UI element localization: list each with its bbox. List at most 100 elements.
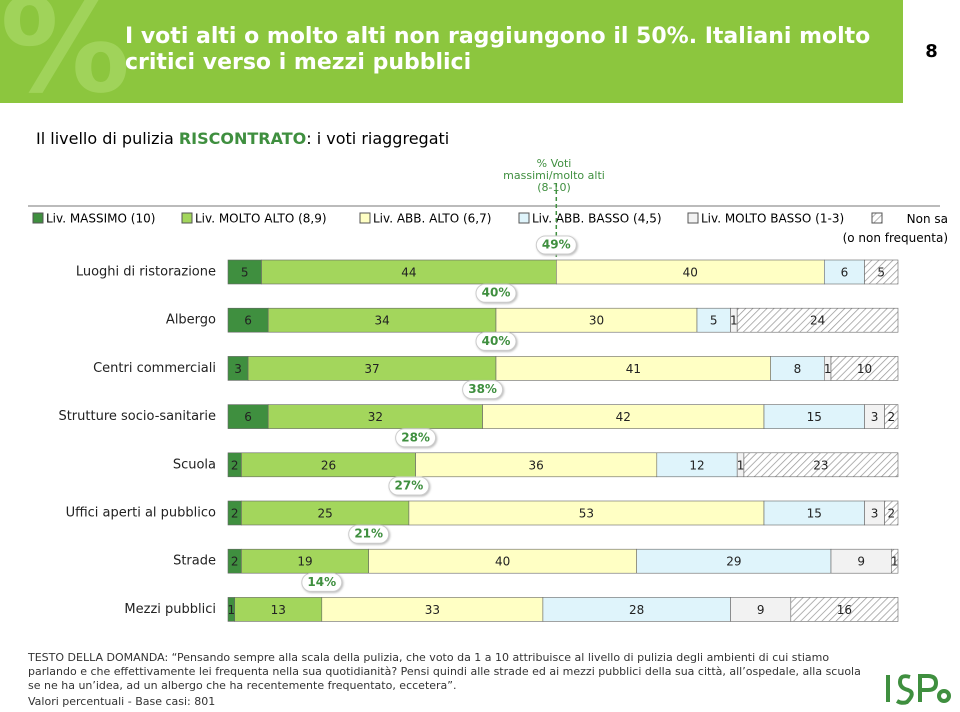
segment-label: 6	[841, 266, 849, 280]
subtitle-emphasis: RISCONTRATO	[178, 129, 307, 148]
bar-segment	[482, 404, 765, 429]
legend-label: Liv. MOLTO BASSO (1-3)	[701, 212, 844, 226]
bar-segment	[884, 500, 899, 526]
legend-label: Liv. MOLTO ALTO (8,9)	[195, 212, 327, 226]
segment-label: 44	[401, 266, 416, 280]
callout-bubble	[535, 235, 577, 255]
callout-label: 27%	[395, 479, 424, 493]
category-label: Mezzi pubblici	[124, 602, 216, 617]
bar-segment	[267, 307, 497, 333]
segment-label: 1	[737, 458, 745, 472]
callout-header-line: massimi/molto alti	[503, 169, 605, 182]
segment-label: 26	[321, 458, 336, 472]
segment-label: 5	[710, 314, 718, 328]
title: I voti alti o molto alti non raggiungono…	[125, 24, 871, 75]
segment-label: 42	[616, 410, 631, 424]
segment-label: 12	[689, 458, 704, 472]
legend-swatch	[518, 212, 530, 224]
category-label: Scuola	[173, 457, 216, 472]
category-label: Luoghi di ristorazione	[76, 265, 216, 280]
legend-swatch	[687, 212, 699, 224]
segment-label: 6	[244, 410, 252, 424]
legend-label: Liv. MASSIMO (10)	[46, 212, 155, 226]
bar-segment	[542, 597, 731, 622]
segment-label: 2	[887, 507, 895, 521]
segment-label: 36	[529, 458, 544, 472]
bar-segment	[743, 452, 899, 478]
segment-label: 3	[234, 362, 242, 376]
segment-label: 9	[757, 603, 765, 617]
segment-label: 15	[807, 507, 822, 521]
category-label: Strutture socio-sanitarie	[58, 409, 216, 424]
callout-label: 28%	[401, 430, 430, 444]
segment-label: 32	[368, 410, 383, 424]
category-label: Albergo	[166, 313, 216, 328]
segment-label: 1	[730, 314, 738, 328]
bar-segment	[790, 597, 899, 622]
segment-label: 15	[807, 410, 822, 424]
segment-label: 24	[810, 314, 825, 328]
page-number: 8	[925, 41, 938, 62]
bar-segment	[267, 404, 483, 429]
legend-swatch	[32, 212, 44, 224]
legend-swatch	[871, 212, 883, 224]
segment-label: 1	[891, 555, 899, 569]
callout-label: 21%	[354, 527, 383, 541]
base-note: Valori percentuali - Base casi: 801	[28, 695, 216, 708]
segment-label: 13	[271, 603, 286, 617]
bar-segment	[227, 259, 262, 285]
bar-segment	[696, 307, 731, 333]
bar-segment	[884, 404, 899, 429]
callout-header-line: (8-10)	[537, 181, 571, 194]
segment-label: 2	[231, 507, 239, 521]
segment-label: 1	[824, 362, 832, 376]
bar-segment	[321, 597, 544, 622]
segment-label: 5	[877, 266, 885, 280]
segment-label: 5	[241, 266, 249, 280]
callout-bubble	[475, 331, 517, 351]
callout-label: 40%	[482, 334, 511, 348]
bar-segment	[241, 500, 410, 526]
segment-label: 29	[726, 555, 741, 569]
bar-segment	[763, 500, 865, 526]
bar-segment	[227, 307, 269, 333]
segment-label: 40	[495, 555, 510, 569]
question-text: TESTO DELLA DOMANDA: “Pensando sempre al…	[28, 651, 861, 692]
legend-label-line: Non sa	[907, 212, 948, 226]
legend-swatch	[359, 212, 371, 224]
category-label: Strade	[173, 554, 216, 569]
bar-segment	[241, 452, 416, 478]
segment-label: 33	[425, 603, 440, 617]
segment-label: 3	[871, 507, 879, 521]
legend-label-line: (o non frequenta)	[843, 231, 948, 245]
percent-decoration: %	[0, 0, 131, 122]
callout-label: 40%	[482, 286, 511, 300]
legend-swatch	[181, 212, 193, 224]
segment-label: 28	[629, 603, 644, 617]
segment-label: 6	[244, 314, 252, 328]
subtitle: Il livello di pulizia RISCONTRATO: i vot…	[36, 129, 449, 148]
legend-label: Liv. ABB. BASSO (4,5)	[532, 212, 662, 226]
bar-segment	[830, 356, 899, 381]
bar-segment	[555, 259, 825, 285]
bar-segment	[890, 548, 899, 574]
bar-segment	[415, 452, 658, 478]
callout-header: % Voti massimi/molto alti (8-10)	[503, 157, 605, 194]
segment-label: 8	[794, 362, 802, 376]
callout-bubble	[475, 283, 517, 303]
bar-segment	[864, 259, 899, 285]
segment-label: 25	[318, 507, 333, 521]
header-band: % I voti alti o molto alti non raggiungo…	[0, 0, 903, 122]
bar-segment	[736, 307, 899, 333]
segment-label: 10	[857, 362, 872, 376]
bar-segment	[823, 259, 865, 285]
bar-segment	[495, 356, 772, 381]
callout-bubble	[462, 380, 504, 400]
callout-label: 49%	[542, 238, 571, 252]
segment-label: 2	[231, 458, 239, 472]
category-label: Centri commerciali	[93, 361, 216, 376]
segment-label: 9	[857, 555, 865, 569]
segment-label: 19	[297, 555, 312, 569]
